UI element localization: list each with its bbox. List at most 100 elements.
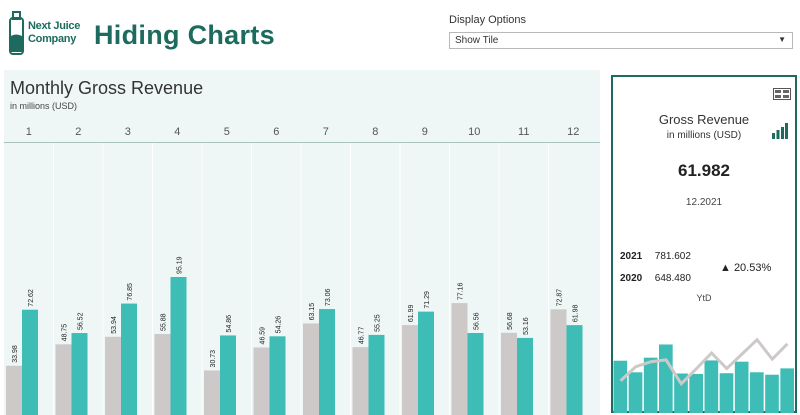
bar-2021[interactable] (368, 334, 385, 415)
ytd-year: 2020 (620, 273, 643, 284)
bar-value-label: 30.73 (210, 350, 217, 368)
bar-2020[interactable] (55, 344, 72, 415)
month-tick-label: 11 (518, 126, 529, 138)
bar-value-label: 46.77 (359, 327, 366, 345)
bar-value-label: 77.16 (458, 282, 465, 300)
chart-subtitle: in millions (USD) (10, 101, 78, 111)
bar-value-label: 53.16 (523, 317, 530, 335)
display-options-select[interactable]: Show Tile ▼ (449, 32, 793, 49)
month-tick-label: 10 (468, 126, 480, 138)
tile-subtitle: in millions (USD) (666, 130, 742, 141)
bar-value-label: 72.87 (557, 289, 564, 307)
bar-value-label: 61.98 (573, 305, 580, 323)
bar-2020[interactable] (6, 365, 22, 415)
bar-2020[interactable] (204, 370, 220, 415)
month-tick-label: 8 (372, 126, 378, 138)
bar-value-label: 48.75 (62, 324, 69, 342)
spark-bar (628, 372, 643, 413)
ytd-row-2021: 2021 781.602 (620, 251, 691, 262)
bar-2020[interactable] (451, 303, 468, 415)
ytd-change: ▲ 20.53% (720, 262, 772, 274)
month-tick-label: 12 (567, 126, 579, 138)
bar-value-label: 72.62 (28, 289, 35, 307)
spark-bar (659, 344, 673, 413)
display-options-label: Display Options (449, 14, 527, 26)
bar-2020[interactable] (501, 332, 517, 415)
bar-2020[interactable] (402, 325, 418, 415)
display-options-value: Show Tile (455, 35, 499, 46)
month-tick-label: 7 (323, 126, 329, 138)
bar-2020[interactable] (154, 333, 171, 415)
spark-bar (613, 360, 628, 413)
table-icon[interactable] (773, 88, 791, 100)
gross-revenue-tile: Gross Revenue in millions (USD) 61.982 1… (611, 75, 797, 413)
bar-value-label: 55.88 (161, 313, 168, 331)
ytd-label: YtD (696, 293, 712, 303)
bar-2021[interactable] (319, 309, 335, 415)
bar-2020[interactable] (105, 336, 121, 415)
bar-2021[interactable] (517, 337, 533, 415)
month-tick-label: 1 (26, 126, 32, 138)
bar-value-label: 56.56 (474, 312, 481, 330)
ytd-value: 648.480 (654, 273, 691, 284)
bar-value-label: 56.52 (78, 312, 85, 330)
bar-2020[interactable] (352, 347, 369, 415)
month-tick-label: 2 (75, 126, 81, 138)
bar-value-label: 46.59 (260, 327, 267, 345)
chart-title: Monthly Gross Revenue (10, 78, 204, 98)
month-tick-label: 5 (224, 126, 230, 138)
logo-line-2: Company (28, 33, 77, 45)
bar-value-label: 53.94 (111, 316, 118, 334)
tile-sparkline-chart (613, 337, 794, 413)
bar-2021[interactable] (566, 325, 583, 415)
bar-2021[interactable] (220, 335, 236, 415)
bar-value-label: 61.99 (408, 304, 415, 322)
month-tick-label: 6 (273, 126, 279, 138)
bar-value-label: 73.06 (325, 288, 332, 306)
bar-value-label: 76.85 (127, 283, 134, 301)
logo-line-1: Next Juice (28, 20, 81, 32)
bar-2021[interactable] (71, 333, 88, 415)
month-tick-label: 3 (125, 126, 131, 138)
bar-value-label: 54.86 (226, 315, 233, 333)
tile-title: Gross Revenue (658, 112, 750, 127)
bar-2021[interactable] (269, 336, 286, 415)
spark-bar (765, 374, 779, 413)
spark-bar (704, 360, 719, 413)
bar-2021[interactable] (22, 309, 38, 415)
bar-chart-icon[interactable] (772, 123, 788, 139)
bar-value-label: 63.15 (309, 303, 316, 321)
spark-bar (780, 368, 794, 413)
monthly-revenue-chart: 1 33.98 72.62 2 48.75 56.52 3 53.94 76.85 4 55.88 9… (4, 126, 600, 415)
bar-value-label: 55.25 (375, 314, 382, 332)
month-tick-label: 9 (422, 126, 428, 138)
bar-value-label: 54.26 (276, 316, 283, 334)
bar-2021[interactable] (121, 303, 137, 415)
bar-2021[interactable] (467, 332, 484, 415)
bar-2020[interactable] (253, 347, 270, 415)
bar-2020[interactable] (303, 323, 319, 415)
tile-value: 61.982 (678, 161, 730, 180)
spark-bar (719, 373, 734, 413)
month-tick-label: 4 (174, 126, 180, 138)
spark-bar (643, 357, 658, 413)
dropdown-arrow-icon: ▼ (778, 35, 786, 44)
bar-2021[interactable] (170, 276, 187, 415)
bar-2021[interactable] (418, 311, 434, 415)
bar-2020[interactable] (550, 309, 567, 415)
ytd-year: 2021 (620, 251, 643, 262)
tile-period: 12.2021 (685, 197, 723, 208)
bar-value-label: 56.68 (507, 312, 514, 330)
ytd-value: 781.602 (654, 251, 691, 262)
juice-bottle-icon (9, 11, 24, 55)
spark-bar (734, 361, 749, 413)
bar-value-label: 95.19 (177, 256, 184, 274)
bar-value-label: 33.98 (12, 345, 19, 363)
spark-bar (689, 373, 703, 413)
ytd-row-2020: 2020 648.480 (620, 273, 691, 284)
spark-line-2020 (619, 337, 789, 387)
company-logo: Next Juice Company (4, 8, 94, 58)
page-title: Hiding Charts (94, 20, 275, 50)
bar-value-label: 71.29 (424, 291, 431, 309)
spark-bar (750, 372, 764, 413)
